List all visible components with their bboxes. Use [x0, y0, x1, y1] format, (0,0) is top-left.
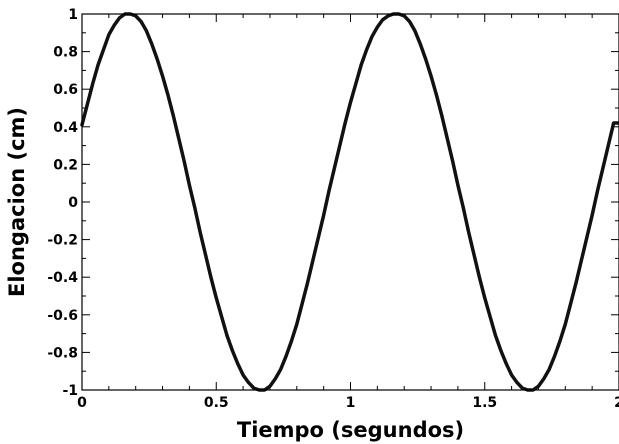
x-tick-label: 1.5: [472, 395, 497, 411]
series-line: [80, 12, 619, 392]
x-tick-label: 0.5: [204, 395, 229, 411]
tick-labels-layer: -1 -0.8 -0.6 -0.4 -0.2 0 0.2 0.4 0.6 0.8 1 0 0.5 1 1.5…: [47, 7, 619, 411]
x-tick-label: 1: [346, 395, 356, 411]
y-tick-label: 0.8: [53, 45, 78, 61]
y-tick-label: -0.4: [47, 270, 78, 286]
y-tick-label: -1: [62, 383, 78, 399]
series-layer: [80, 12, 619, 392]
y-tick-label: 0.4: [53, 120, 78, 136]
plot-frame: [81, 13, 619, 391]
y-tick-label: 0.2: [53, 157, 78, 173]
y-tick-label: 0: [68, 195, 78, 211]
x-tick-label: 0: [77, 395, 87, 411]
y-tick-label: 1: [68, 7, 78, 23]
y-tick-label: 0.6: [53, 82, 78, 98]
x-axis-title: Tiempo (segundos): [237, 418, 464, 442]
x-tick-label: 2: [614, 395, 619, 411]
y-axis-title: Elongacion (cm): [5, 107, 29, 297]
y-tick-label: -0.6: [47, 308, 78, 324]
y-tick-label: -0.2: [47, 233, 78, 249]
ticks-layer: [81, 13, 619, 391]
y-tick-label: -0.8: [47, 345, 78, 361]
